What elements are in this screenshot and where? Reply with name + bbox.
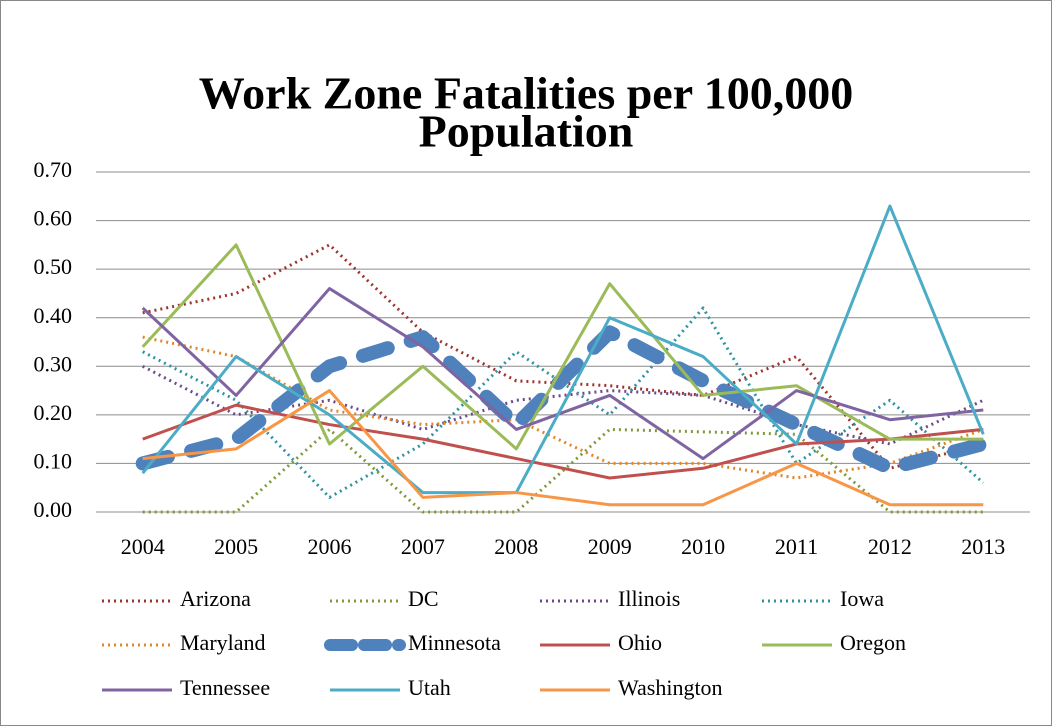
chart-title: Work Zone Fatalities per 100,000	[199, 68, 854, 119]
legend-label: Utah	[408, 675, 451, 700]
series-line	[142, 389, 984, 507]
y-tick-label: 0.70	[34, 157, 73, 182]
x-tick-label: 2005	[214, 534, 258, 559]
y-tick-label: 0.10	[34, 448, 73, 473]
x-tick-label: 2013	[961, 534, 1005, 559]
chart-title: Population	[419, 106, 634, 157]
legend-label: Oregon	[840, 630, 906, 655]
x-tick-label: 2012	[868, 534, 912, 559]
legend-label: Tennessee	[180, 675, 270, 700]
legend-label: DC	[408, 586, 439, 611]
y-tick-label: 0.40	[34, 303, 73, 328]
legend-label: Arizona	[180, 586, 251, 611]
legend-label: Ohio	[618, 630, 662, 655]
series-line	[142, 427, 984, 514]
legend-label: Maryland	[180, 630, 266, 655]
series-line	[135, 325, 991, 476]
series-line	[142, 403, 984, 480]
legend-label: Illinois	[618, 586, 680, 611]
legend-label: Minnesota	[408, 630, 501, 655]
x-tick-label: 2011	[775, 534, 818, 559]
y-tick-label: 0.00	[34, 497, 73, 522]
y-tick-label: 0.30	[34, 351, 73, 376]
x-tick-label: 2008	[494, 534, 538, 559]
y-tick-label: 0.60	[34, 206, 73, 231]
series-line	[141, 287, 984, 461]
y-tick-label: 0.20	[34, 400, 73, 425]
legend-label: Washington	[618, 675, 723, 700]
legend-label: Iowa	[840, 586, 884, 611]
series-line	[141, 243, 984, 451]
x-tick-label: 2004	[121, 534, 165, 559]
x-tick-label: 2006	[308, 534, 352, 559]
series-line	[141, 204, 985, 495]
x-tick-label: 2007	[401, 534, 445, 559]
x-tick-label: 2009	[588, 534, 632, 559]
y-tick-label: 0.50	[34, 254, 73, 279]
x-tick-label: 2010	[681, 534, 725, 559]
